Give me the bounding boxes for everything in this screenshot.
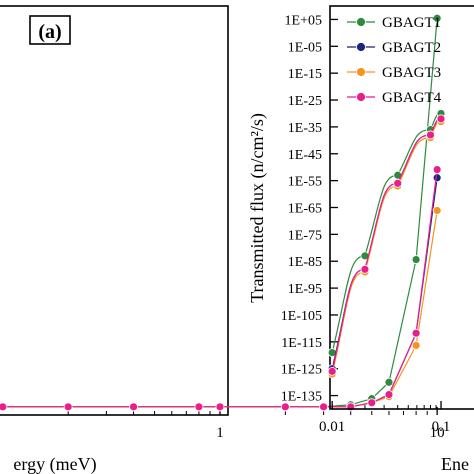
right-y-tick-label: 1E+05	[285, 13, 322, 28]
left-series-point-gbagt4	[411, 328, 421, 338]
right-y-tick-label: 1E-65	[288, 202, 322, 217]
right-y-tick-label: 1E-15	[288, 67, 322, 82]
right-y-tick-label: 1E-125	[281, 363, 322, 378]
right-x-tick-label: 0.01	[319, 419, 345, 435]
legend-entry-label: GBAGT1	[382, 15, 441, 31]
legend-entry-label: GBAGT2	[382, 40, 441, 56]
left-series-point-gbagt1	[432, 13, 442, 23]
left-x-axis-label: ergy (meV)	[13, 454, 96, 474]
right-y-tick-label: 1E-05	[288, 40, 322, 55]
legend-entry-label: GBAGT4	[382, 90, 442, 106]
right-y-tick-label: 1E-85	[288, 255, 322, 270]
legend-marker	[356, 17, 366, 27]
right-y-tick-label: 1E-25	[288, 94, 322, 109]
right-series-point-gbagt4	[360, 264, 370, 274]
left-series-point-gbagt4	[432, 165, 442, 175]
right-y-axis-label: Transmitted flux (n/cm²/s)	[247, 113, 268, 303]
right-series-point-gbagt4	[436, 114, 446, 124]
left-series-point-gbagt4	[367, 398, 377, 408]
legend-entry-label: GBAGT3	[382, 65, 441, 81]
right-y-tick-label: 1E-105	[281, 309, 322, 324]
left-x-tick-label: 1	[216, 425, 224, 441]
right-y-tick-label: 1E-45	[288, 148, 322, 163]
right-y-tick-label: 1E-135	[281, 390, 322, 405]
right-y-tick-label: 1E-75	[288, 228, 322, 243]
right-y-tick-label: 1E-55	[288, 175, 322, 190]
left-series-line-gbagt4	[2, 169, 438, 408]
left-series-point-gbagt4	[280, 402, 290, 412]
left-x-tick-label: 10	[430, 425, 445, 441]
left-series-line-gbagt2	[2, 177, 438, 408]
right-series-line-gbagt4	[331, 118, 442, 372]
legend: GBAGT1 GBAGT2 GBAGT3 GBAGT4	[347, 15, 442, 106]
left-plot-frame	[0, 5, 229, 416]
left-series-point-gbagt4	[319, 402, 328, 412]
right-y-tick-label: 1E-95	[288, 282, 322, 297]
left-series-point-gbagt4	[129, 402, 138, 412]
left-series-point-gbagt2	[432, 173, 442, 183]
left-series-point-gbagt1	[384, 377, 394, 387]
left-panel-label: (a)	[38, 21, 61, 43]
right-series-point-gbagt4	[393, 178, 403, 188]
left-series-point-gbagt4	[0, 402, 8, 412]
left-series-point-gbagt4	[194, 402, 204, 412]
legend-marker	[356, 92, 366, 102]
right-series-point-gbagt4	[327, 366, 337, 376]
right-x-axis-label: Ene	[441, 454, 469, 474]
right-y-tick-label: 1E-35	[288, 121, 322, 136]
legend-marker	[356, 42, 366, 52]
left-panel-label-box: (a)	[29, 15, 71, 45]
left-series-point-gbagt4	[384, 390, 394, 399]
right-x-tick-label: 0.1	[432, 419, 451, 435]
left-panel: (a) 1 10 ergy (meV)	[0, 5, 445, 474]
left-series-point-gbagt1	[411, 255, 421, 264]
left-series-line-gbagt1	[2, 18, 438, 408]
left-series-point-gbagt4	[215, 402, 225, 412]
left-series-point-gbagt3	[411, 341, 421, 350]
right-series-point-gbagt4	[426, 130, 435, 140]
right-series-line-gbagt1	[331, 112, 442, 353]
legend-marker	[356, 67, 366, 77]
left-series-point-gbagt3	[432, 206, 442, 215]
right-panel: 1E+05 1E-05 1E-15 1E-25 1E-35 1E-45 1E-55 1E-65…	[247, 5, 474, 474]
right-y-tick-label: 1E-115	[281, 336, 322, 351]
left-series-point-gbagt4	[63, 402, 73, 412]
